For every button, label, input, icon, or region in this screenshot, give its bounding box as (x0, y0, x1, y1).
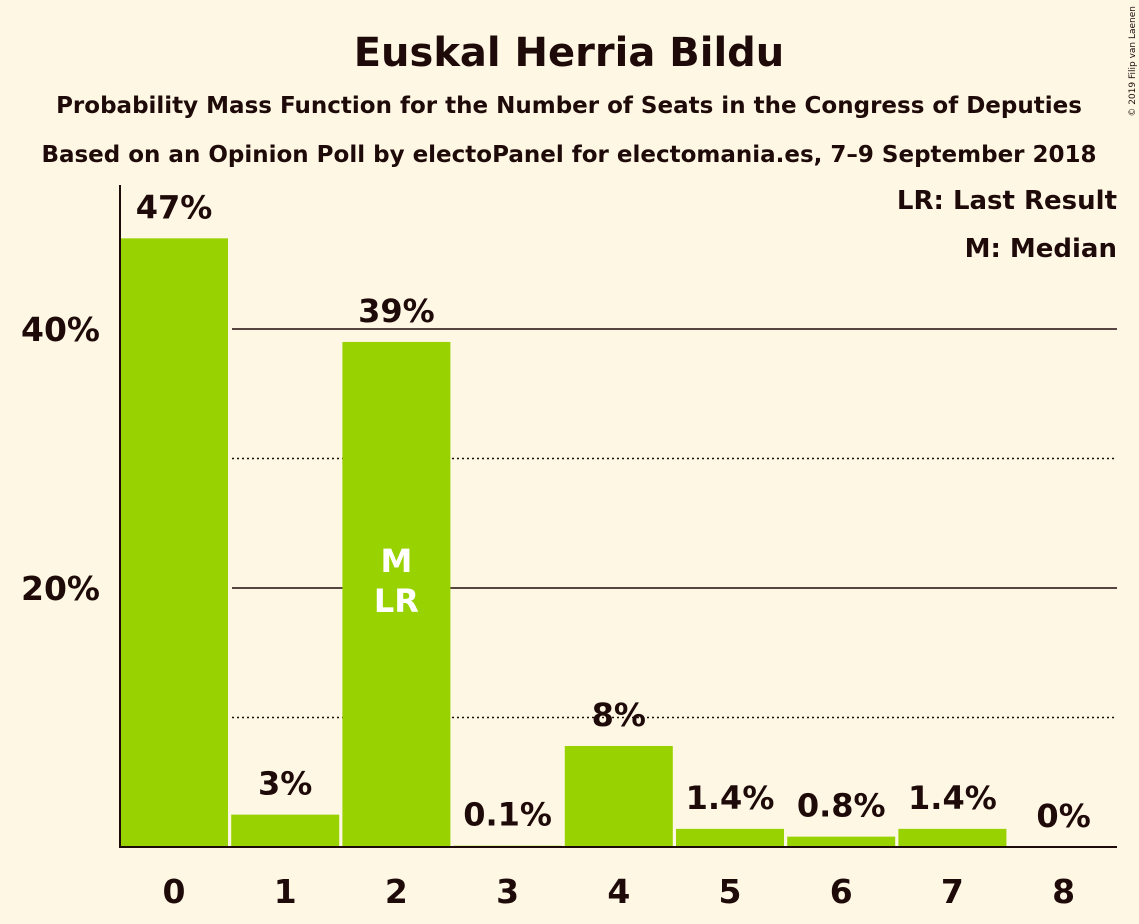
bar-0 (120, 238, 228, 848)
bar-6 (787, 836, 896, 847)
bar-7 (898, 828, 1007, 847)
bar-marker-2-1: LR (374, 582, 419, 620)
data-label-5: 1.4% (686, 779, 775, 817)
bar-4 (564, 745, 673, 847)
bar-2 (342, 341, 451, 847)
data-label-3: 0.1% (463, 796, 552, 834)
data-label-6: 0.8% (797, 787, 886, 825)
labels: 20% 40% 47% 0 3% 1 39% 2 0.1% 3 8% 4 1.4% 5 0.8% 6 1.4% 7… (21, 188, 1091, 911)
x-tick-label-2: 2 (385, 872, 408, 911)
x-tick-label-0: 0 (163, 872, 186, 911)
legend-entry-median: M: Median (965, 234, 1117, 264)
y-tick-label-0: 20% (21, 569, 100, 608)
data-label-8: 0% (1036, 797, 1090, 835)
x-tick-label-7: 7 (941, 872, 964, 911)
x-tick-label-6: 6 (830, 872, 853, 911)
chart-subtitle-line-1: Probability Mass Function for the Number… (56, 93, 1082, 119)
bar-1 (231, 814, 340, 847)
bar-5 (676, 828, 784, 847)
chart-subtitle-line-2: Based on an Opinion Poll by electoPanel … (41, 142, 1096, 168)
axes (119, 185, 1117, 848)
copyright-notice: © 2019 Filip van Laenen (1128, 6, 1138, 117)
x-tick-label-3: 3 (496, 872, 519, 911)
data-label-4: 8% (592, 696, 646, 734)
x-tick-label-5: 5 (719, 872, 742, 911)
y-tick-label-1: 40% (21, 310, 100, 349)
data-label-2: 39% (358, 292, 435, 330)
x-tick-label-4: 4 (607, 872, 630, 911)
x-tick-label-8: 8 (1052, 872, 1075, 911)
legend-entry-last-result: LR: Last Result (897, 186, 1117, 216)
data-label-0: 47% (136, 188, 213, 226)
x-tick-label-1: 1 (274, 872, 297, 911)
bar-marker-2-0: M (380, 542, 412, 580)
data-label-1: 3% (258, 765, 312, 803)
bars (120, 238, 1007, 848)
chart-title: Euskal Herria Bildu (354, 30, 785, 76)
data-label-7: 1.4% (908, 779, 997, 817)
